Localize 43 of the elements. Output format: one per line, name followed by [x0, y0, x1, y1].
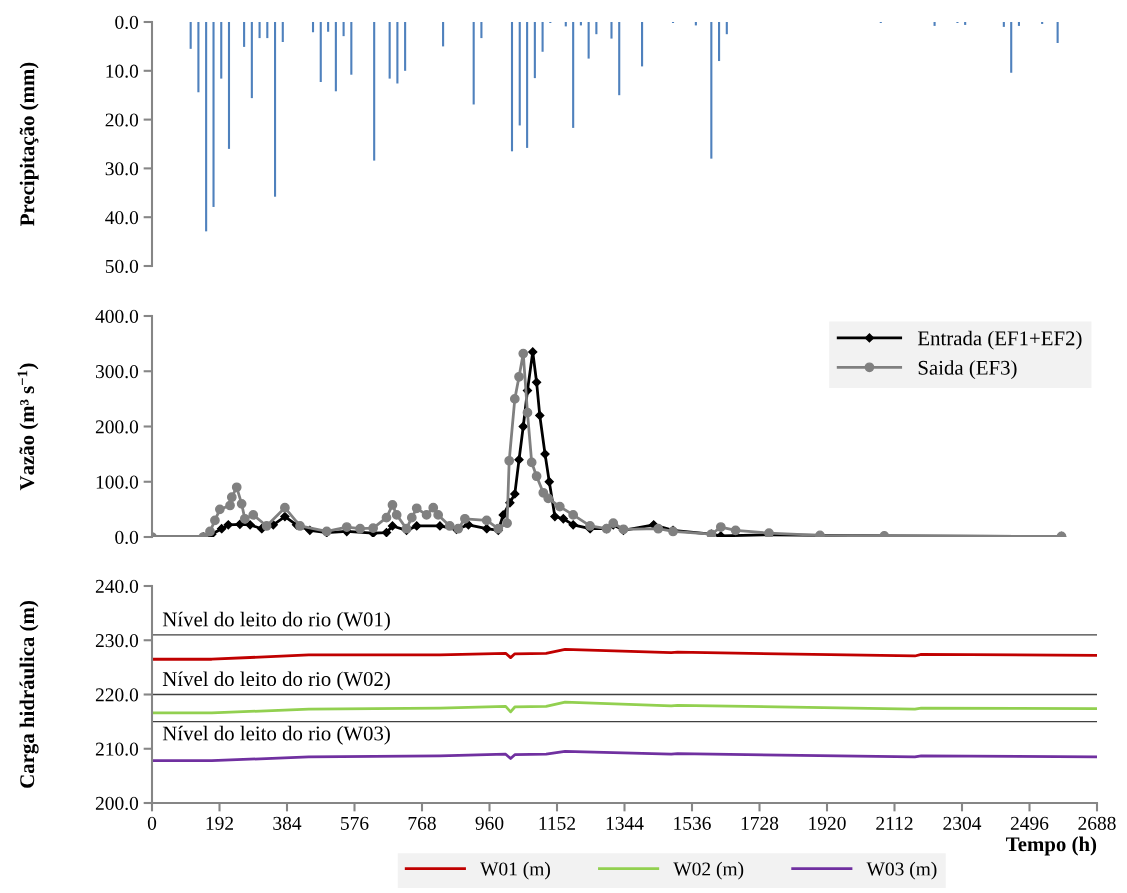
- y-tick-label: 100.0: [96, 475, 139, 489]
- y-tick-label: 230.0: [95, 634, 139, 648]
- x-tick-label: 1152: [539, 816, 576, 830]
- x-tick-label: 2304: [943, 816, 982, 830]
- y-tick-label: 300.0: [95, 365, 139, 379]
- legend-label: W01 (m): [480, 861, 550, 880]
- legend-label: W03 (m): [866, 861, 937, 880]
- x-tick-label: 768: [408, 816, 436, 830]
- y-tick-label: 20.0: [105, 113, 139, 127]
- y-axis-title: Vazão (m³ s$^{−1}$): [17, 363, 39, 491]
- ref-line-label: Nível do leito do rio (W02): [162, 671, 390, 691]
- x-tick-label: 1344: [606, 816, 644, 830]
- x-tick-label: 960: [475, 816, 504, 830]
- legend-label: W02 (m): [673, 861, 744, 880]
- y-tick-label: 210.0: [95, 742, 139, 756]
- legend-label: Saida (EF3): [918, 360, 1017, 380]
- x-tick-label: 1728: [741, 816, 779, 830]
- y-tick-label: 0.0: [115, 15, 139, 30]
- x-tick-label: 2688: [1078, 816, 1116, 830]
- ref-line-label: Nível do leito do rio (W01): [162, 611, 390, 631]
- x-tick-label: 576: [341, 816, 369, 830]
- y-tick-label: 10.0: [106, 64, 139, 78]
- ref-line-label: Nível do leito do rio (W03): [162, 725, 390, 745]
- x-tick-label: 2496: [1010, 816, 1049, 830]
- y-tick-label: 200.0: [95, 796, 139, 811]
- x-tick-label: 2112: [876, 816, 913, 830]
- x-tick-label: 1920: [809, 816, 846, 830]
- x-axis-title: Tempo (h): [1006, 836, 1097, 856]
- y-tick-label: 50.0: [105, 259, 139, 274]
- y-tick-label: 200.0: [95, 420, 139, 434]
- y-tick-label: 0.0: [115, 530, 139, 545]
- y-axis-title: Precipitação (mm): [19, 62, 39, 226]
- y-axis-title: Carga hidráulica (m): [19, 601, 39, 788]
- x-tick-label: 1536: [674, 816, 711, 830]
- y-tick-label: 30.0: [105, 162, 139, 176]
- y-tick-label: 40.0: [105, 211, 139, 225]
- x-tick-label: 0: [147, 816, 157, 830]
- x-tick-label: 192: [206, 816, 234, 830]
- y-tick-label: 240.0: [95, 579, 139, 594]
- x-tick-label: 384: [273, 816, 302, 830]
- y-tick-label: 400.0: [95, 309, 139, 324]
- legend-label: Entrada (EF1+EF2): [917, 330, 1082, 350]
- y-tick-label: 220.0: [95, 688, 139, 702]
